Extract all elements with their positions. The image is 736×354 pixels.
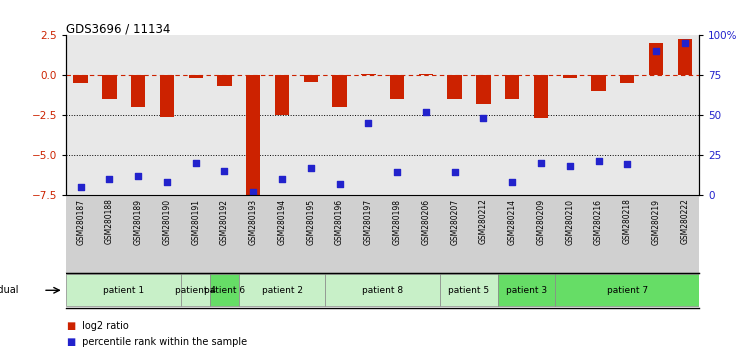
Text: GSM280222: GSM280222 (680, 199, 690, 245)
Text: GSM280187: GSM280187 (76, 199, 85, 245)
Bar (678, 39, 692, 75)
Bar (505, 75, 520, 99)
Text: patient 7: patient 7 (606, 286, 648, 295)
Point (305, 165, 316, 171)
Point (190, 160, 202, 166)
Bar (217, 75, 232, 86)
Point (535, 160, 547, 166)
Bar (304, 75, 318, 82)
Point (449, 170, 461, 175)
FancyBboxPatch shape (556, 274, 699, 306)
Bar (649, 44, 663, 75)
Bar (390, 75, 404, 99)
Point (506, 179, 518, 185)
Point (650, 48, 662, 54)
Text: GSM280196: GSM280196 (335, 199, 344, 245)
Bar (102, 75, 116, 99)
Text: GSM280194: GSM280194 (277, 199, 286, 245)
Text: percentile rank within the sample: percentile rank within the sample (79, 337, 247, 347)
Point (132, 173, 144, 178)
Bar (419, 74, 433, 75)
Text: GSM280210: GSM280210 (565, 199, 574, 245)
Text: GSM280214: GSM280214 (508, 199, 517, 245)
FancyBboxPatch shape (181, 274, 210, 306)
Text: GSM280189: GSM280189 (134, 199, 143, 245)
Point (478, 115, 489, 121)
Bar (74, 75, 88, 83)
Text: GSM280195: GSM280195 (306, 199, 315, 245)
FancyBboxPatch shape (440, 274, 498, 306)
FancyBboxPatch shape (325, 274, 440, 306)
Point (247, 189, 259, 194)
Text: patient 4: patient 4 (175, 286, 216, 295)
Bar (562, 75, 577, 78)
Point (104, 176, 116, 182)
FancyBboxPatch shape (210, 274, 239, 306)
Bar (361, 74, 375, 75)
Text: GSM280218: GSM280218 (623, 199, 631, 245)
Text: GSM280198: GSM280198 (392, 199, 402, 245)
Text: ■: ■ (66, 337, 76, 347)
Text: GSM280216: GSM280216 (594, 199, 603, 245)
Text: patient 8: patient 8 (362, 286, 403, 295)
Text: GSM280192: GSM280192 (220, 199, 229, 245)
Point (420, 109, 432, 115)
Text: individual: individual (0, 285, 18, 295)
Text: patient 6: patient 6 (204, 286, 245, 295)
Point (333, 181, 345, 187)
Text: GSM280188: GSM280188 (105, 199, 114, 245)
Text: GSM280197: GSM280197 (364, 199, 373, 245)
Bar (447, 75, 462, 99)
Text: patient 2: patient 2 (261, 286, 302, 295)
FancyBboxPatch shape (498, 274, 556, 306)
Text: ■: ■ (66, 321, 76, 331)
Text: GSM280193: GSM280193 (249, 199, 258, 245)
FancyBboxPatch shape (239, 274, 325, 306)
Point (592, 159, 604, 164)
Point (276, 176, 288, 182)
Text: GSM280206: GSM280206 (422, 199, 431, 245)
Bar (333, 75, 347, 107)
Point (564, 163, 576, 169)
Point (392, 170, 403, 175)
Point (679, 41, 690, 46)
Bar (275, 75, 289, 115)
Text: patient 3: patient 3 (506, 286, 547, 295)
Point (362, 120, 374, 126)
Bar (620, 75, 634, 83)
Bar (131, 75, 145, 107)
Bar (160, 75, 174, 117)
Text: log2 ratio: log2 ratio (79, 321, 130, 331)
Text: patient 5: patient 5 (448, 286, 489, 295)
Text: patient 1: patient 1 (103, 286, 144, 295)
Point (219, 168, 230, 174)
Text: GDS3696 / 11134: GDS3696 / 11134 (66, 22, 171, 35)
Text: GSM280191: GSM280191 (191, 199, 200, 245)
FancyBboxPatch shape (66, 274, 181, 306)
Bar (591, 75, 606, 91)
Text: GSM280207: GSM280207 (450, 199, 459, 245)
Text: GSM280212: GSM280212 (479, 199, 488, 245)
Bar (246, 75, 261, 195)
Point (161, 179, 173, 185)
Text: GSM280219: GSM280219 (651, 199, 660, 245)
Bar (534, 75, 548, 118)
Bar (476, 75, 491, 104)
Text: GSM280190: GSM280190 (163, 199, 171, 245)
Text: GSM280209: GSM280209 (537, 199, 545, 245)
Point (621, 162, 633, 167)
Bar (188, 75, 203, 78)
Point (75, 184, 87, 190)
